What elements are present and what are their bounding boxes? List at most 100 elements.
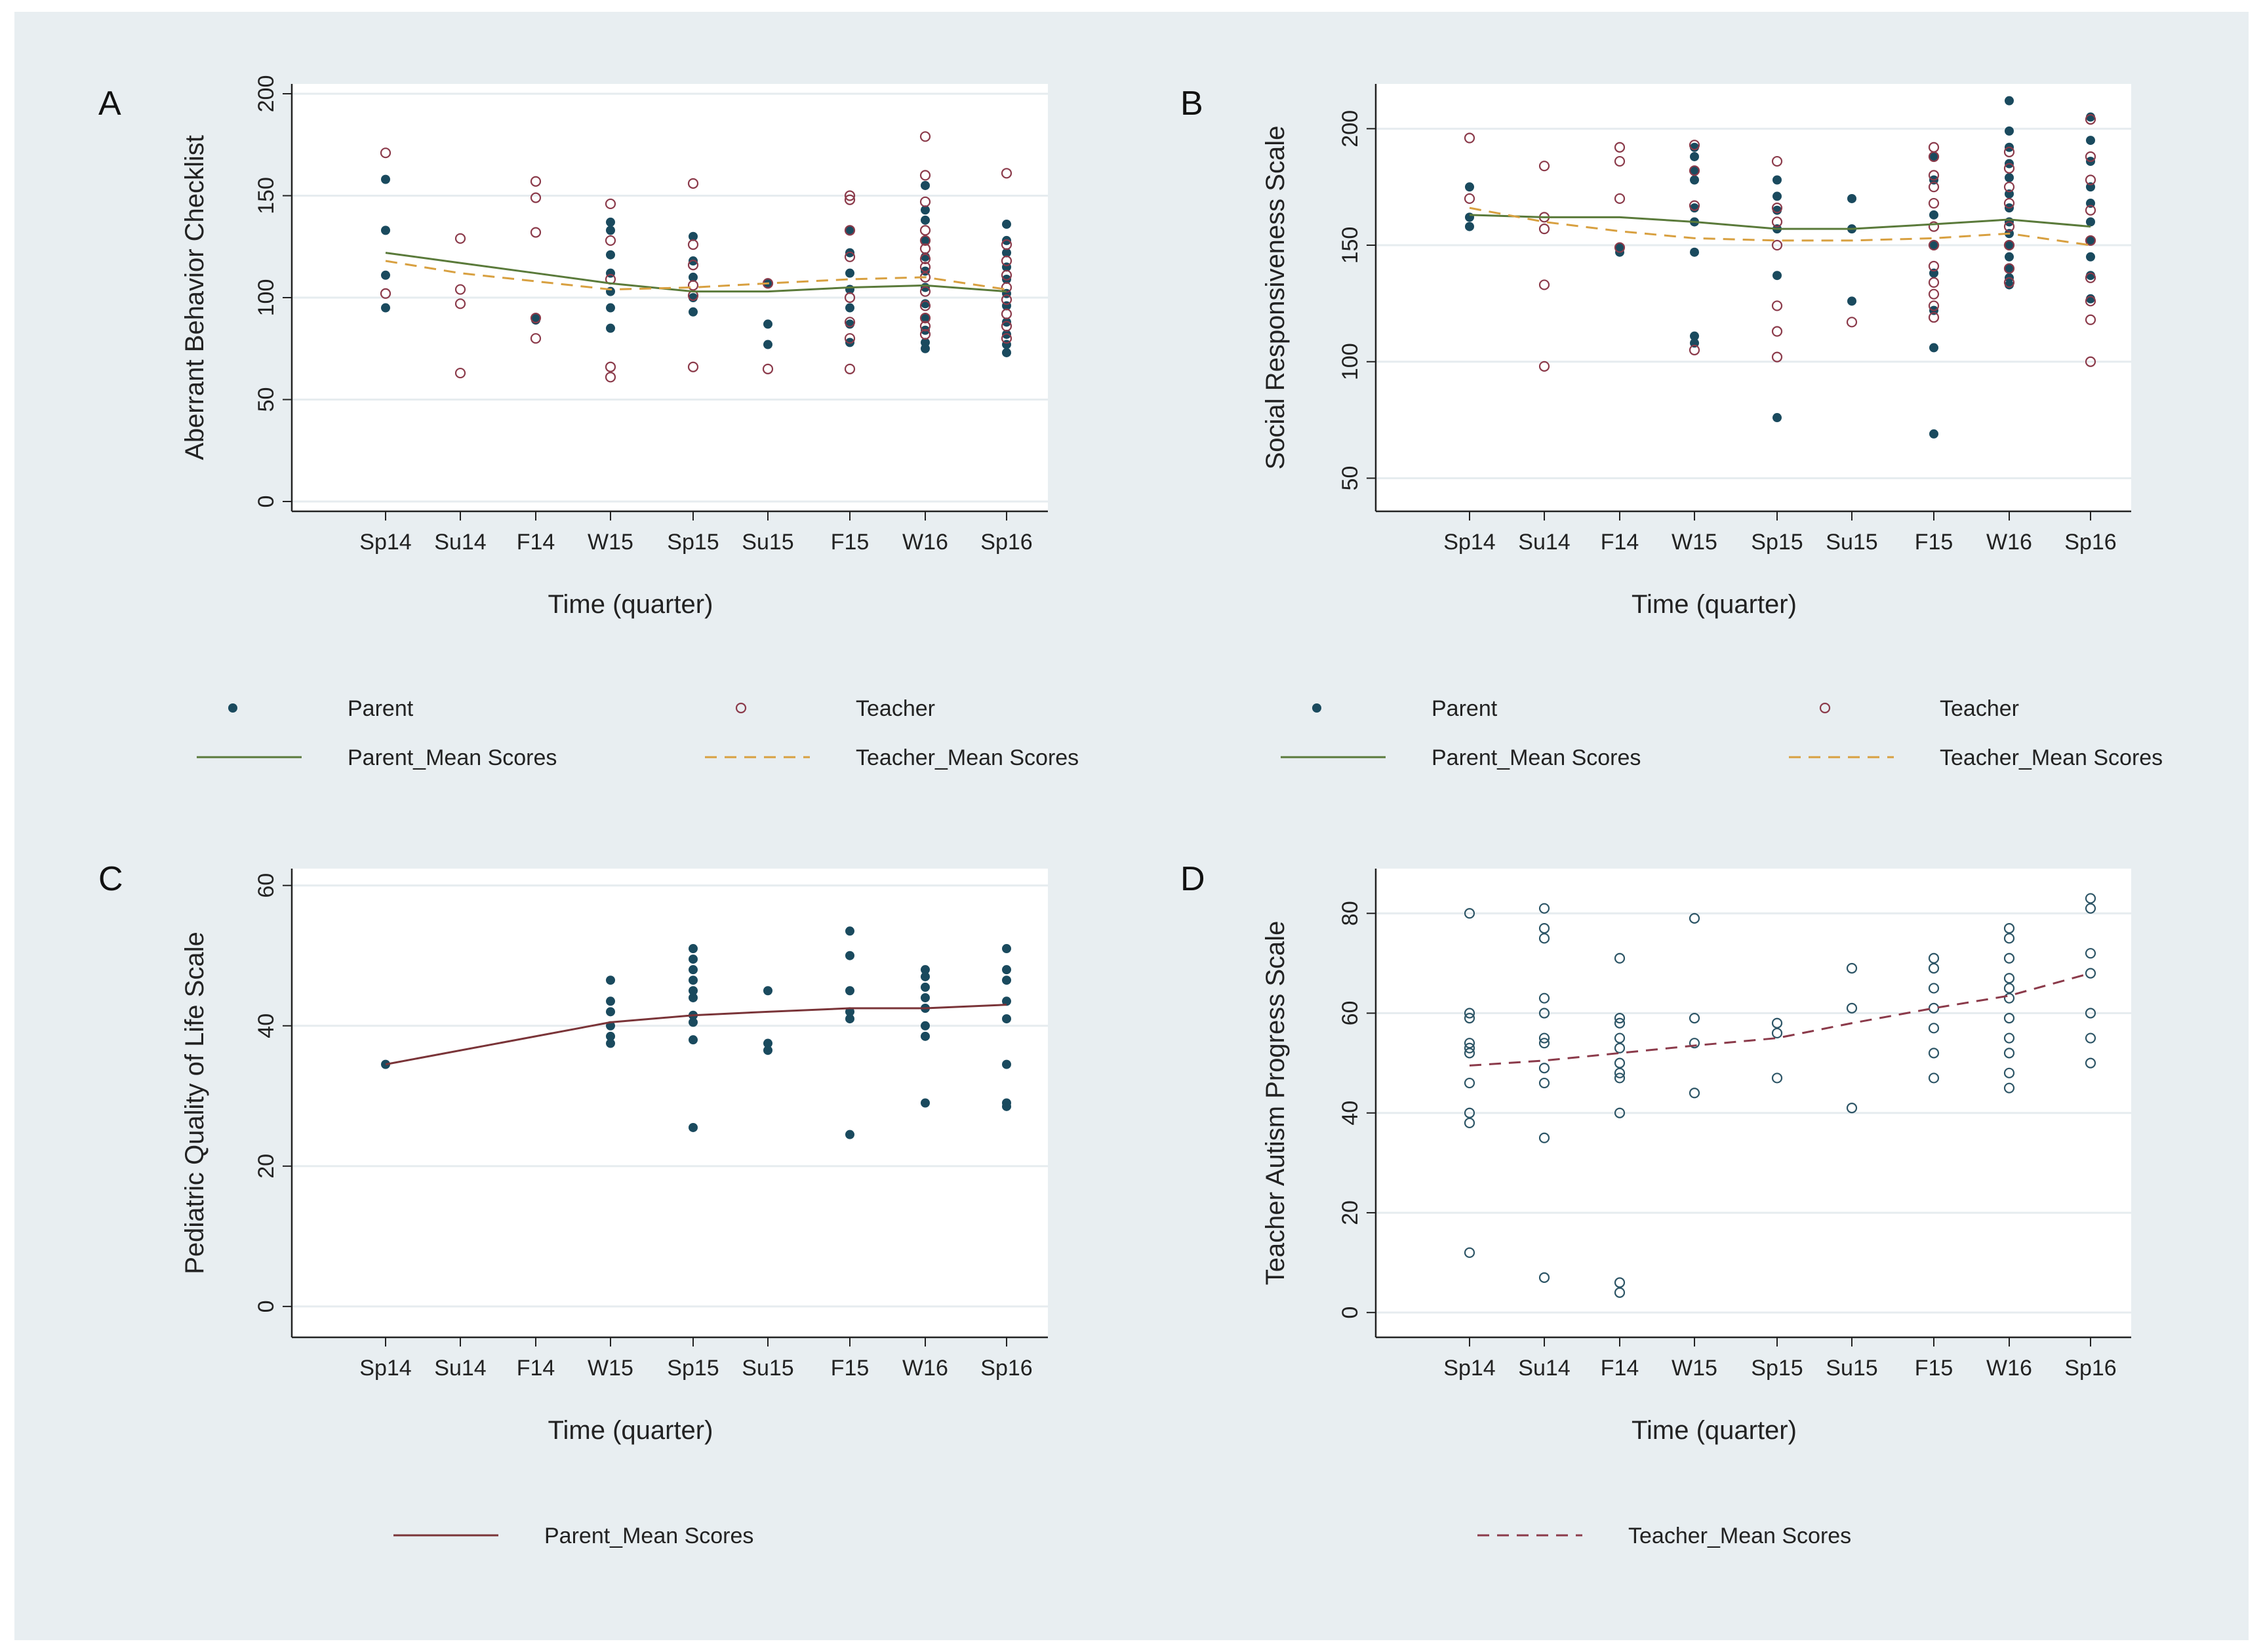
parent-point — [1002, 965, 1011, 975]
parent-point — [2005, 126, 2014, 136]
y-tick-label: 100 — [254, 279, 279, 317]
teacher-point — [1464, 1117, 1475, 1129]
y-tick-label: 200 — [1338, 110, 1363, 148]
teacher-point — [1614, 1067, 1626, 1078]
parent-point — [1690, 331, 1699, 341]
x-tick-label: W16 — [902, 1356, 948, 1381]
teacher-point — [919, 321, 931, 332]
teacher-point — [1771, 351, 1783, 363]
parent-point — [921, 235, 930, 245]
teacher-point — [1614, 1017, 1626, 1029]
teacher-point — [1689, 140, 1700, 151]
teacher-point — [2003, 953, 2015, 964]
x-tick-label: F14 — [517, 530, 555, 555]
parent-point — [381, 270, 390, 280]
x-tick-label: Su14 — [434, 1356, 486, 1381]
x-tick-label: Sp16 — [980, 1356, 1032, 1381]
teacher-point — [1614, 1287, 1626, 1298]
parent-point — [606, 226, 615, 235]
teacher-point — [605, 372, 616, 383]
teacher-point — [2085, 1057, 2096, 1069]
teacher-point — [1538, 1063, 1550, 1074]
parent-mean-line — [385, 1004, 1007, 1066]
parent-point — [1690, 166, 1699, 176]
teacher-point — [1001, 333, 1012, 344]
teacher-point — [2003, 163, 2015, 174]
parent-point — [921, 215, 930, 225]
panel-b: B 50 100 150 200 Sp14 Su14 F14 W15 Sp15 Su15 F15 W16… — [1180, 84, 2163, 770]
y-tick-label: 0 — [1338, 1307, 1363, 1319]
x-tick-label: Su14 — [434, 530, 486, 555]
teacher-point — [1538, 1272, 1550, 1283]
plot-area — [292, 869, 1048, 1337]
teacher-point — [380, 148, 391, 159]
teacher-point — [1928, 182, 1940, 193]
teacher-point — [454, 233, 466, 244]
parent-point — [763, 1038, 772, 1048]
teacher-point — [2085, 314, 2096, 325]
y-tick-label: 50 — [1338, 466, 1363, 491]
parent-point — [1929, 343, 1938, 353]
teacher-point — [1538, 224, 1550, 235]
y-axis-label: Pediatric Quality of Life Scale — [180, 932, 209, 1274]
parent-point — [763, 340, 772, 349]
teacher-point — [454, 284, 466, 295]
teacher-point — [1464, 1038, 1475, 1049]
teacher-point — [1928, 239, 1940, 251]
x-tick-label: W15 — [588, 1356, 633, 1381]
teacher-point — [1928, 962, 1940, 974]
teacher-point — [2003, 239, 2015, 251]
teacher-point — [1928, 197, 1940, 209]
teacher-point — [1538, 1077, 1550, 1089]
y-axis-label: Social Responsiveness Scale — [1261, 126, 1290, 470]
parent-mean-line — [385, 252, 1007, 293]
teacher-point — [1614, 953, 1626, 964]
parent-point — [689, 993, 698, 1002]
parent-point — [689, 1122, 698, 1132]
teacher-point — [1928, 151, 1940, 163]
parent-point — [1772, 413, 1782, 423]
legend: Parent Teacher Parent_Mean Scores Teacher_M… — [197, 696, 1079, 770]
legend: Parent_Mean Scores — [393, 1524, 753, 1548]
legend-label: Teacher — [1940, 696, 2019, 721]
teacher-point — [1928, 260, 1940, 272]
teacher-point — [1001, 239, 1012, 250]
teacher-point — [1001, 308, 1012, 319]
parent-point — [606, 323, 615, 333]
teacher-point — [1928, 1072, 1940, 1084]
x-tick-label: Sp14 — [1443, 530, 1495, 555]
parent-point — [845, 926, 854, 936]
parent-point — [689, 1017, 698, 1027]
teacher-point — [1928, 221, 1940, 232]
parent-point — [1002, 347, 1011, 357]
teacher-point — [1771, 1072, 1783, 1084]
teacher-point — [844, 251, 856, 262]
teacher-point — [2003, 1067, 2015, 1078]
teacher-point — [530, 176, 542, 187]
parent-point — [606, 996, 615, 1006]
parent-mean-line — [1469, 214, 2091, 230]
teacher-point — [2085, 205, 2096, 216]
parent-point — [2005, 96, 2014, 106]
y-tick-label: 100 — [1338, 343, 1363, 380]
teacher-point — [844, 292, 856, 304]
teacher-point — [1614, 155, 1626, 167]
panel-c: C 0 20 40 60 Sp14 Su14 F14 W15 Sp15 Su15 F15 W16 Sp16… — [98, 860, 1048, 1548]
parent-point — [689, 272, 698, 282]
x-tick-label: Sp16 — [2064, 1356, 2116, 1381]
y-tick-label: 150 — [254, 177, 279, 214]
parent-point — [921, 180, 930, 190]
teacher-point — [2085, 151, 2096, 163]
teacher-point — [1771, 300, 1783, 311]
teacher-point — [1928, 1048, 1940, 1059]
parent-point — [845, 303, 854, 313]
teacher-point — [1001, 321, 1012, 332]
teacher-point — [1771, 1027, 1783, 1039]
parent-point — [1002, 1101, 1011, 1111]
teacher-point — [530, 192, 542, 203]
y-axis-label: Aberrant Behavior Checklist — [180, 135, 209, 460]
teacher-point — [1614, 242, 1626, 253]
parent-point — [845, 986, 854, 996]
parent-point — [606, 1038, 615, 1048]
x-axis-label: Time (quarter) — [548, 1416, 713, 1445]
